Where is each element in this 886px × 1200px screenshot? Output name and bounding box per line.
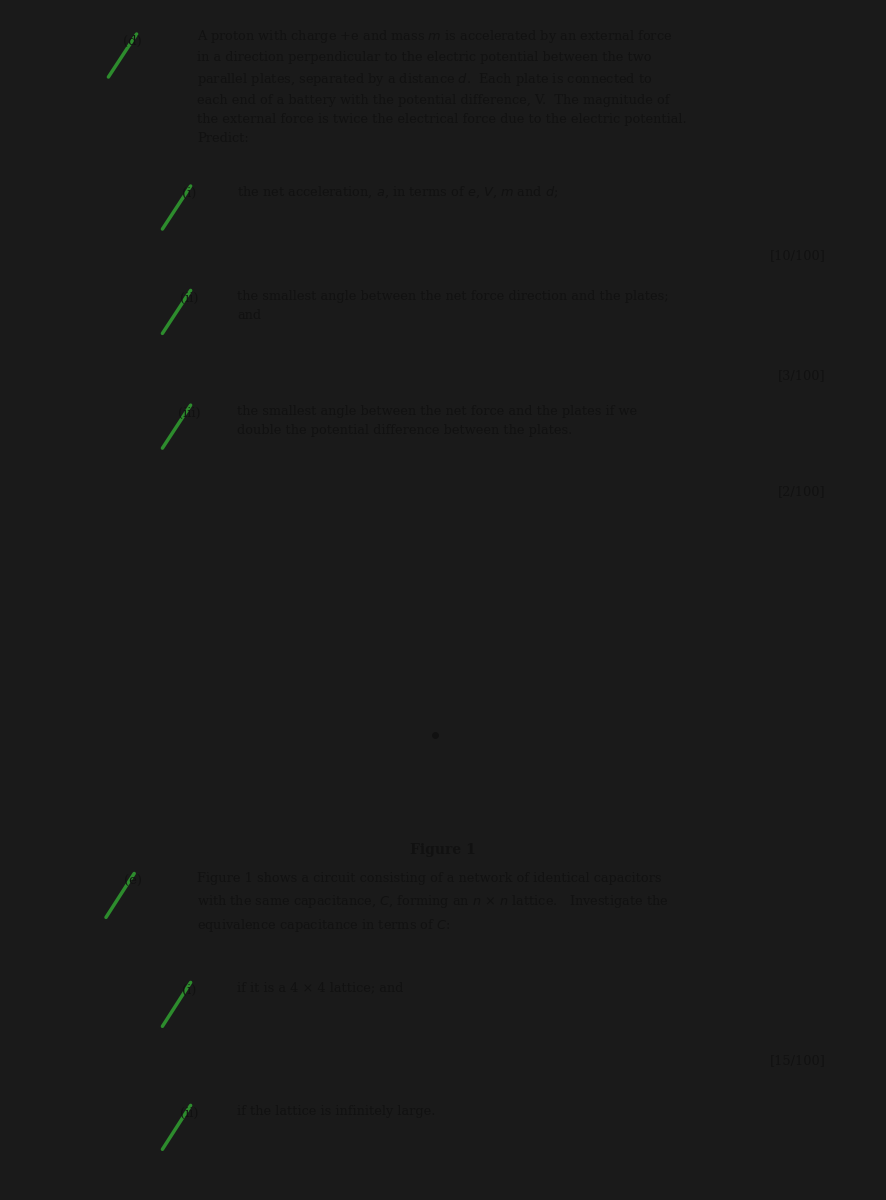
Text: [2/100]: [2/100] <box>778 486 826 498</box>
Text: Figure 1: Figure 1 <box>410 844 476 857</box>
Text: (e): (e) <box>123 875 142 888</box>
Text: (iii): (iii) <box>178 407 200 420</box>
Text: the smallest angle between the net force and the plates if we
double the potenti: the smallest angle between the net force… <box>237 404 638 437</box>
Text: [15/100]: [15/100] <box>770 1054 826 1067</box>
Text: the smallest angle between the net force direction and the plates;
and: the smallest angle between the net force… <box>237 290 669 322</box>
Text: if the lattice is infinitely large.: if the lattice is infinitely large. <box>237 1105 436 1117</box>
Text: Figure 1 shows a circuit consisting of a network of identical capacitors
with th: Figure 1 shows a circuit consisting of a… <box>197 872 669 934</box>
Text: [10/100]: [10/100] <box>770 250 826 262</box>
Text: A proton with charge +​e and mass $m$ is accelerated by an external force
in a d: A proton with charge +​e and mass $m$ is… <box>197 29 687 145</box>
Text: if it is a 4 × 4 lattice; and: if it is a 4 × 4 lattice; and <box>237 982 404 995</box>
Text: [3/100]: [3/100] <box>778 370 826 383</box>
Text: (ii): (ii) <box>180 1106 198 1120</box>
Text: (i): (i) <box>182 187 196 200</box>
Text: the net acceleration, $a$, in terms of $e$, $V$, $m$ and $d$;: the net acceleration, $a$, in terms of $… <box>237 185 559 200</box>
Text: (i): (i) <box>182 984 196 996</box>
Text: (d): (d) <box>123 35 142 48</box>
Text: (ii): (ii) <box>180 292 198 305</box>
